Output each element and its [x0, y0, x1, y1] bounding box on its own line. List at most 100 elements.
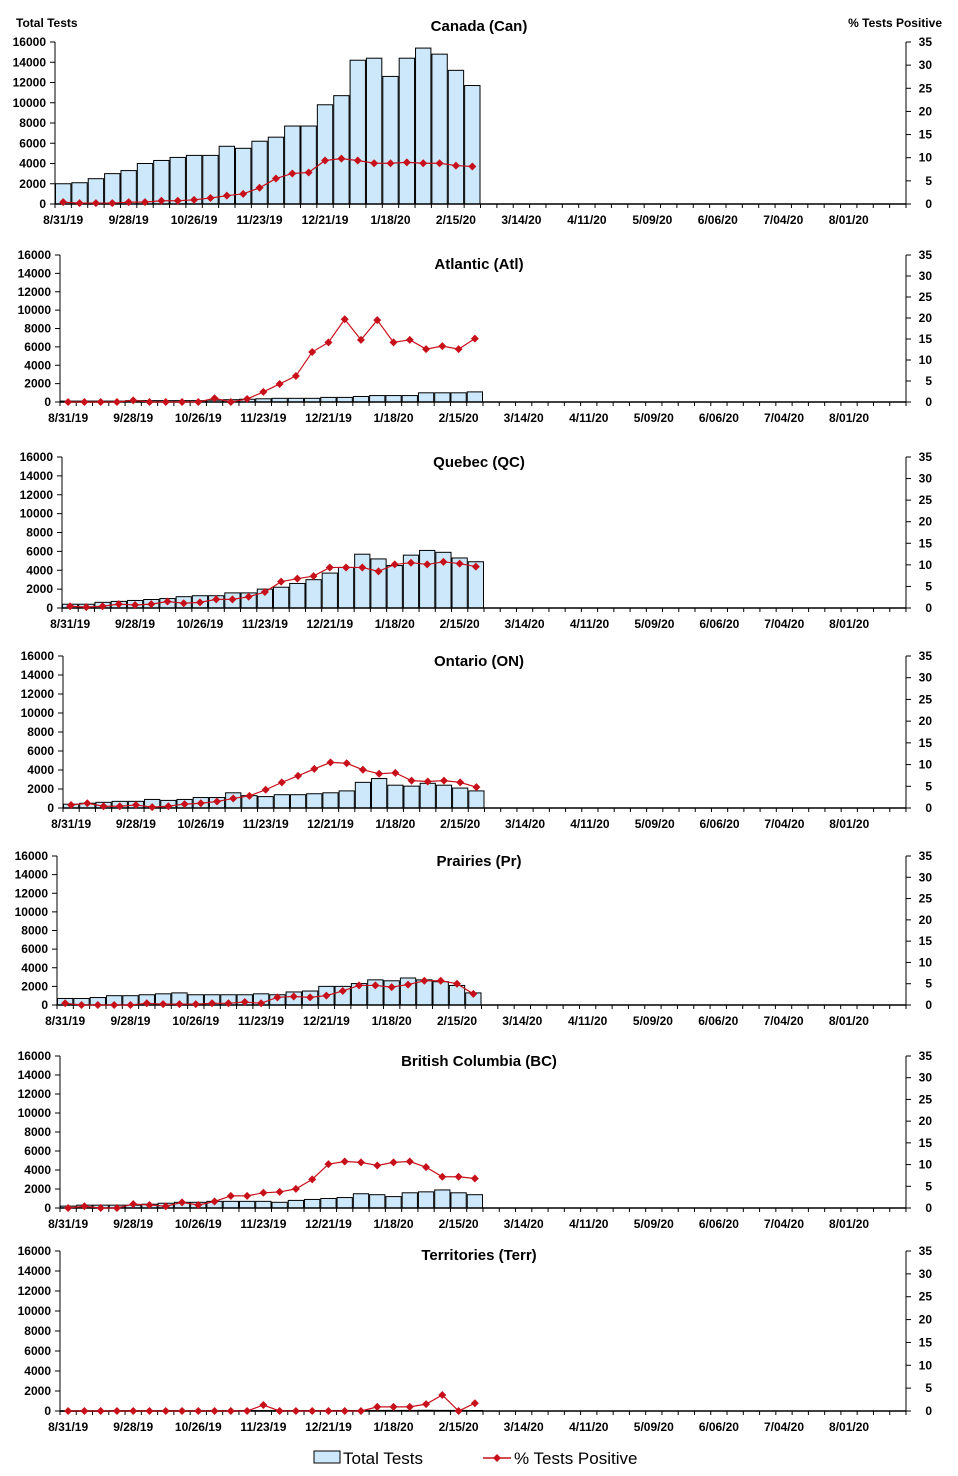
- pct-positive-point: [259, 1401, 268, 1410]
- left-tick-label: 4000: [24, 358, 51, 372]
- pct-positive-point: [325, 563, 334, 572]
- x-tick-label: 8/01/20: [829, 817, 869, 831]
- x-tick-label: 12/21/19: [303, 1014, 350, 1028]
- right-tick-label: 30: [919, 870, 933, 884]
- pct-positive-point: [356, 335, 365, 344]
- left-tick-label: 16000: [21, 649, 55, 663]
- bar: [320, 1198, 337, 1209]
- bar: [222, 1200, 239, 1209]
- x-tick-label: 2/15/20: [439, 1217, 479, 1231]
- pct-positive-point: [469, 989, 478, 998]
- pct-positive-point: [91, 199, 100, 208]
- x-tick-label: 12/21/19: [305, 411, 352, 425]
- left-tick-label: 6000: [27, 744, 54, 758]
- pct-positive-point: [159, 1000, 168, 1009]
- pct-positive-point: [194, 1200, 203, 1209]
- pct-positive-point: [340, 1407, 349, 1415]
- panel-title: Quebec (QC): [433, 454, 525, 471]
- left-tick-label: 2000: [26, 582, 53, 596]
- pct-positive-point: [402, 158, 411, 167]
- x-tick-label: 10/26/19: [175, 1217, 222, 1231]
- x-tick-label: 4/11/20: [569, 1217, 609, 1231]
- pct-positive-point: [374, 567, 383, 576]
- pct-positive-point: [228, 595, 237, 604]
- x-tick-label: 8/01/20: [829, 411, 869, 425]
- pct-positive-point: [194, 1407, 203, 1415]
- pct-positive-point: [304, 168, 313, 177]
- bar: [354, 553, 371, 609]
- pct-positive-point: [196, 799, 205, 808]
- pct-positive-point: [243, 1407, 252, 1415]
- left-tick-label: 4000: [27, 763, 54, 777]
- pct-positive-point: [178, 1407, 187, 1415]
- bar: [136, 163, 154, 205]
- bar: [352, 395, 370, 403]
- bar: [419, 782, 436, 809]
- x-tick-label: 3/14/20: [502, 1014, 542, 1028]
- right-tick-label: 5: [925, 1381, 932, 1395]
- x-tick-label: 9/28/19: [113, 411, 153, 425]
- x-tick-label: 8/31/19: [48, 1217, 88, 1231]
- bar: [337, 566, 355, 609]
- x-tick-label: 3/14/20: [504, 1420, 544, 1434]
- pct-positive-point: [99, 802, 108, 811]
- pct-positive-point: [244, 592, 253, 601]
- bar: [468, 790, 485, 809]
- pct-positive-point: [470, 334, 479, 343]
- left-tick-label: 8000: [21, 924, 48, 938]
- right-tick-label: 15: [919, 736, 933, 750]
- bar: [316, 104, 334, 205]
- left-tick-label: 16000: [20, 450, 54, 464]
- x-tick-label: 9/28/19: [109, 213, 149, 227]
- pct-positive-point: [259, 1188, 268, 1197]
- left-tick-label: 0: [44, 1404, 51, 1418]
- right-tick-label: 10: [919, 353, 933, 367]
- pct-positive-point: [96, 1204, 105, 1212]
- pct-positive-point: [405, 1402, 414, 1411]
- right-tick-label: 35: [919, 849, 933, 863]
- pct-positive-point: [454, 1407, 463, 1415]
- pct-positive-point: [164, 802, 173, 811]
- right-tick-label: 30: [919, 472, 933, 486]
- x-tick-label: 10/26/19: [172, 1014, 219, 1028]
- pct-positive-point: [190, 195, 199, 204]
- pct-positive-point: [373, 1402, 382, 1411]
- bar: [398, 57, 416, 205]
- bar: [300, 125, 317, 205]
- pct-positive-point: [340, 315, 349, 324]
- pct-positive-point: [389, 1158, 398, 1167]
- left-axis-title: Total Tests: [16, 16, 78, 30]
- bar: [448, 984, 466, 1006]
- right-tick-label: 5: [925, 374, 932, 388]
- pct-positive-point: [470, 1399, 479, 1408]
- left-tick-label: 4000: [24, 1163, 51, 1177]
- bar: [304, 1198, 321, 1209]
- left-tick-label: 0: [44, 1201, 51, 1215]
- x-tick-label: 11/23/19: [242, 617, 288, 631]
- pct-positive-point: [147, 600, 156, 609]
- right-tick-label: 20: [919, 515, 933, 529]
- bar: [365, 57, 383, 205]
- pct-positive-point: [224, 999, 233, 1008]
- pct-positive-point: [213, 797, 222, 806]
- bar: [435, 784, 453, 809]
- bar: [273, 586, 290, 609]
- x-tick-label: 10/26/19: [177, 617, 224, 631]
- pct-positive-point: [255, 183, 264, 192]
- pct-positive-point: [340, 1157, 349, 1166]
- x-tick-label: 7/04/20: [764, 1420, 804, 1434]
- bar: [466, 391, 484, 403]
- x-tick-label: 6/06/20: [698, 213, 738, 227]
- left-tick-label: 12000: [20, 488, 54, 502]
- x-tick-label: 8/01/20: [829, 1217, 869, 1231]
- left-tick-label: 10000: [13, 96, 47, 110]
- pct-positive-point: [405, 1157, 414, 1166]
- pct-positive-point: [210, 394, 219, 403]
- pct-positive-point: [321, 156, 330, 165]
- bar: [382, 75, 399, 205]
- pct-positive-point: [240, 998, 249, 1007]
- x-tick-label: 3/14/20: [505, 817, 545, 831]
- x-tick-label: 1/18/20: [373, 1217, 413, 1231]
- x-tick-label: 12/21/19: [305, 1420, 352, 1434]
